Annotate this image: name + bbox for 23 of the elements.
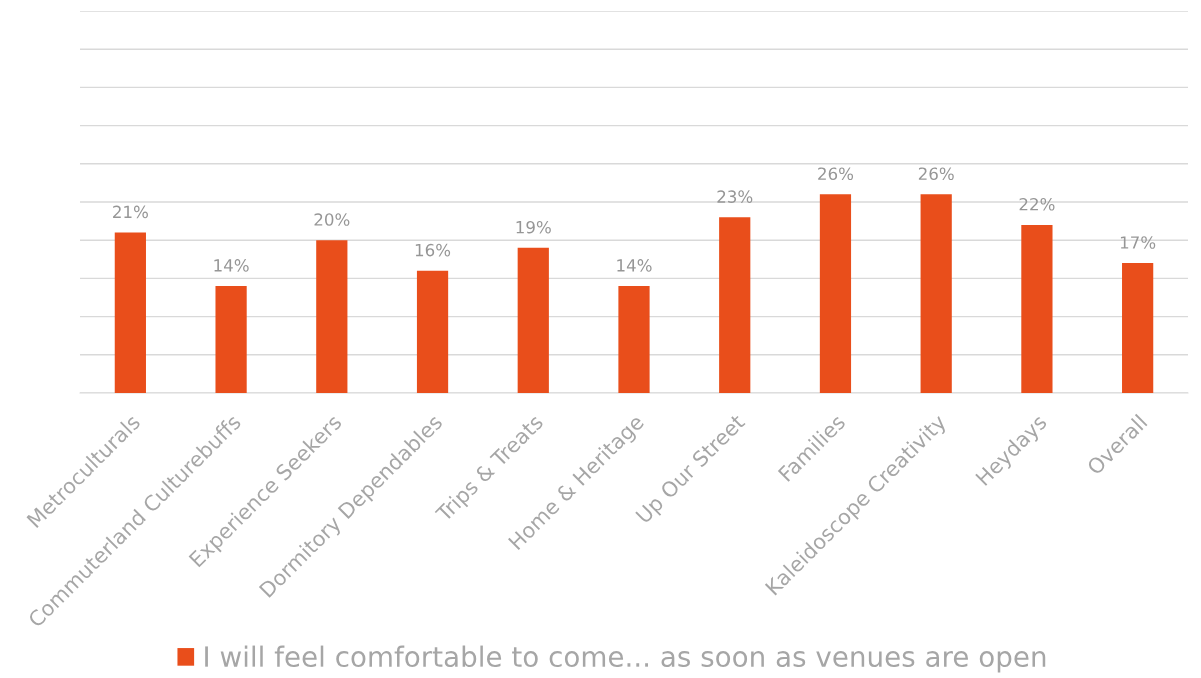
data-label: 23% <box>717 190 753 203</box>
bar <box>618 286 650 393</box>
bar <box>719 217 751 393</box>
bar <box>215 286 247 393</box>
bar <box>316 240 348 393</box>
legend-label: I will feel comfortable to come... as soon as venues are open <box>205 645 1046 673</box>
bar <box>1122 263 1154 393</box>
data-label: 14% <box>214 259 249 272</box>
data-label: 20% <box>314 213 350 226</box>
data-label: 26% <box>818 167 854 181</box>
data-label: 22% <box>1019 197 1055 211</box>
bar <box>1021 224 1053 393</box>
data-label: 26% <box>918 167 954 181</box>
data-label: 19% <box>516 220 551 234</box>
data-label: 17% <box>1120 236 1156 249</box>
bar <box>920 194 952 393</box>
bar <box>517 247 549 393</box>
data-label: 21% <box>113 205 148 219</box>
data-label: 16% <box>415 243 451 257</box>
bar <box>416 270 449 393</box>
data-label: 14% <box>617 259 652 272</box>
bar <box>819 194 852 393</box>
bar <box>114 232 146 393</box>
